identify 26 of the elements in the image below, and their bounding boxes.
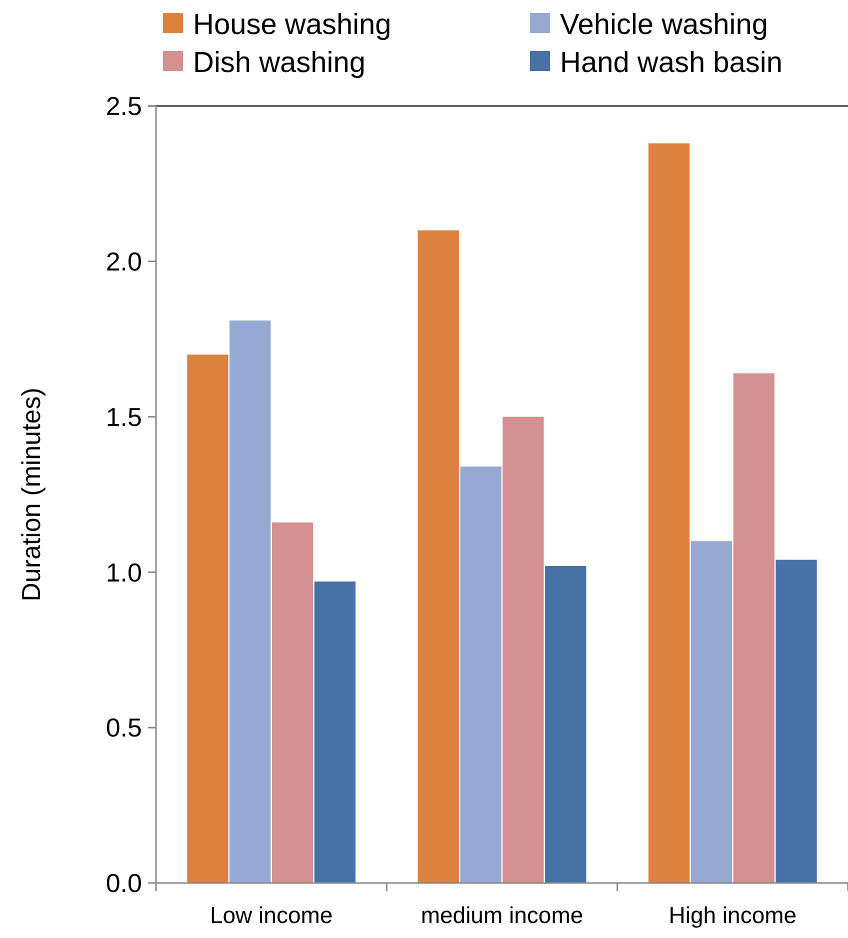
bar	[648, 143, 690, 883]
bar	[314, 582, 356, 883]
y-tick-label: 1.5	[106, 402, 142, 432]
bar	[418, 230, 459, 883]
legend-label: Vehicle washing	[560, 9, 768, 42]
x-tick-label: medium income	[420, 902, 584, 928]
bar	[545, 566, 586, 883]
legend-label: Dish washing	[193, 47, 366, 80]
bar	[776, 560, 817, 883]
bar	[733, 373, 774, 883]
bar	[187, 354, 228, 883]
legend-label: Hand wash basin	[560, 47, 782, 80]
y-tick-label: 2.0	[106, 246, 142, 276]
y-tick-label: 0.5	[106, 712, 142, 743]
y-tick-label: 0.0	[106, 868, 142, 898]
x-tick-label: Low income	[210, 902, 333, 928]
bar	[272, 522, 314, 883]
y-axis-title: Duration (minutes)	[16, 388, 46, 602]
bar	[502, 416, 544, 883]
y-tick-label: 1.0	[106, 557, 142, 588]
bar	[690, 541, 732, 883]
bar	[230, 320, 271, 883]
bar	[460, 466, 502, 883]
legend-label: House washing	[193, 9, 392, 42]
y-tick-label: 2.5	[106, 91, 142, 122]
x-tick-label: High income	[668, 902, 797, 928]
